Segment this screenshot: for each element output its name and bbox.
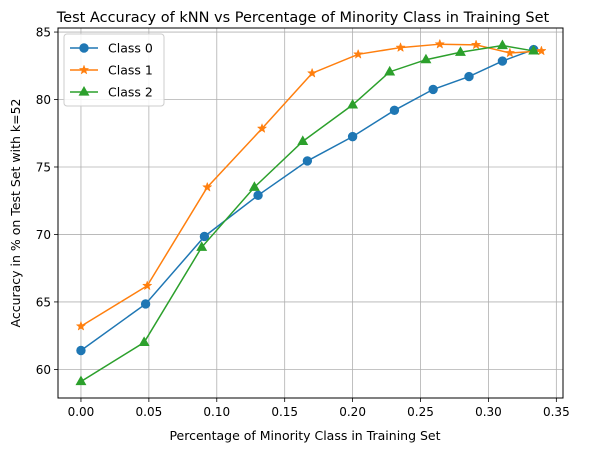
- data-point: [454, 46, 466, 56]
- data-point: [528, 44, 540, 55]
- data-point: [420, 53, 432, 64]
- data-point: [75, 375, 87, 386]
- legend-marker: [79, 43, 89, 53]
- y-axis-ticks: 60 65 70 75 80 85: [36, 26, 58, 377]
- data-point: [297, 135, 309, 145]
- y-tick-label: 80: [36, 93, 51, 107]
- data-point: [306, 67, 318, 78]
- series-2: [75, 39, 540, 386]
- x-axis-label: Percentage of Minority Class in Training…: [169, 428, 440, 443]
- data-point: [202, 181, 213, 192]
- y-tick-label: 85: [36, 26, 51, 40]
- x-tick-label: 0.35: [543, 405, 570, 419]
- y-tick-label: 65: [36, 295, 51, 309]
- series-layer: [75, 38, 547, 386]
- data-point: [395, 42, 406, 53]
- grid-lines: [58, 28, 563, 398]
- data-point: [256, 123, 268, 133]
- x-tick-label: 0.20: [339, 405, 366, 419]
- y-axis-label: Accuracy in % on Test Set with k=52: [8, 98, 23, 327]
- x-tick-label: 0.10: [203, 405, 230, 419]
- y-tick-label: 75: [36, 160, 51, 174]
- data-point: [141, 280, 153, 291]
- legend-item: Class 2: [70, 85, 153, 100]
- data-point: [464, 71, 474, 82]
- chart-title: Test Accuracy of kNN vs Percentage of Mi…: [56, 10, 550, 26]
- data-point: [347, 131, 358, 142]
- data-point: [428, 84, 438, 95]
- data-point: [75, 320, 87, 331]
- x-tick-label: 0.25: [407, 405, 434, 419]
- data-point: [248, 181, 260, 191]
- x-tick-label: 0.00: [68, 405, 95, 419]
- legend: Class 0 Class 1 Class 2: [63, 33, 165, 107]
- data-point: [536, 45, 547, 56]
- legend-item: Class 0: [70, 41, 153, 56]
- legend-marker: [78, 85, 90, 96]
- x-tick-label: 0.15: [271, 405, 298, 419]
- y-tick-label: 60: [36, 363, 51, 377]
- data-point: [196, 241, 208, 251]
- data-point: [504, 47, 516, 58]
- legend-marker: [78, 64, 90, 75]
- data-point: [138, 336, 150, 347]
- legend-label: Class 1: [108, 63, 153, 78]
- series-0: [76, 44, 539, 356]
- legend-box: [63, 33, 165, 107]
- data-point: [389, 105, 400, 116]
- data-point: [470, 39, 482, 50]
- data-point: [496, 39, 508, 50]
- data-point: [253, 190, 263, 201]
- data-point: [434, 38, 446, 49]
- x-axis-ticks: 0.00 0.05 0.10 0.15 0.20 0.25 0.30 0.35: [68, 398, 570, 419]
- legend-label: Class 0: [108, 41, 153, 56]
- plot-frame: [57, 27, 564, 399]
- data-point: [347, 98, 359, 109]
- data-point: [384, 65, 396, 76]
- legend-label: Class 2: [108, 85, 153, 100]
- x-tick-label: 0.05: [136, 405, 163, 419]
- data-point: [76, 345, 86, 356]
- data-point: [199, 231, 210, 242]
- data-point: [140, 299, 151, 309]
- data-point: [497, 56, 508, 66]
- legend-item: Class 1: [70, 63, 153, 78]
- x-tick-label: 0.30: [475, 405, 502, 419]
- data-point: [302, 156, 313, 166]
- data-point: [352, 48, 364, 59]
- y-tick-label: 70: [36, 228, 51, 242]
